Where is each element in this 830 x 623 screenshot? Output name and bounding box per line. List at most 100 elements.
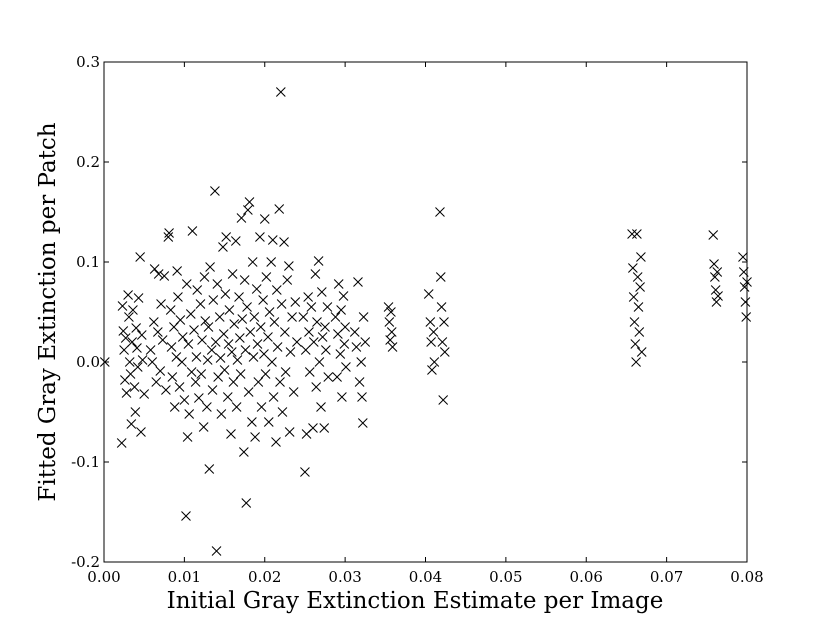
data-point <box>132 362 143 372</box>
data-point <box>280 367 291 377</box>
data-point <box>255 232 265 242</box>
data-point <box>189 325 199 335</box>
data-point <box>185 309 196 319</box>
data-point <box>423 289 434 299</box>
data-point <box>123 290 133 300</box>
x-tick-label: 0.05 <box>489 568 522 586</box>
data-point <box>232 355 243 365</box>
data-point <box>287 312 297 322</box>
data-point <box>317 332 328 342</box>
data-point <box>386 307 396 317</box>
data-point <box>304 327 314 337</box>
data-point <box>157 335 168 345</box>
data-point <box>191 352 202 362</box>
x-tick-label: 0.07 <box>650 568 683 586</box>
y-tick-label: 0.3 <box>76 53 100 71</box>
data-point <box>284 261 294 271</box>
data-point <box>386 327 397 337</box>
data-point <box>243 387 254 397</box>
data-point <box>709 259 719 269</box>
plot-frame <box>103 61 748 563</box>
data-point <box>161 385 171 395</box>
x-tick-label: 0.02 <box>248 568 281 586</box>
data-point <box>351 342 362 352</box>
data-point <box>247 257 258 267</box>
data-point <box>136 427 146 437</box>
data-point <box>276 299 287 309</box>
x-tick-label: 0.04 <box>409 568 442 586</box>
data-point <box>228 377 239 387</box>
data-point <box>290 297 301 307</box>
x-tick-label: 0.03 <box>328 568 361 586</box>
data-point <box>285 347 296 357</box>
data-point <box>132 343 142 353</box>
data-point <box>184 409 195 419</box>
data-point <box>252 339 263 349</box>
data-point <box>316 287 327 297</box>
data-point <box>156 299 166 309</box>
data-point <box>632 272 643 282</box>
data-point <box>384 317 395 327</box>
data-point <box>429 357 440 367</box>
data-point <box>261 272 272 282</box>
data-point <box>357 392 367 402</box>
data-point <box>337 392 347 402</box>
data-point <box>630 339 641 349</box>
data-point <box>304 367 315 377</box>
data-point <box>208 295 219 305</box>
data-point <box>206 345 217 355</box>
data-point <box>129 382 140 392</box>
data-point <box>258 295 268 305</box>
data-point <box>711 297 722 307</box>
plot-background <box>104 62 747 562</box>
data-point <box>330 312 341 322</box>
data-point <box>320 322 330 332</box>
data-point <box>245 327 256 337</box>
data-point <box>119 345 129 355</box>
data-point <box>210 186 220 196</box>
data-point <box>303 292 314 302</box>
data-point <box>236 213 247 223</box>
data-point <box>332 372 342 382</box>
data-point <box>340 322 350 332</box>
data-point <box>713 291 723 301</box>
data-point <box>310 269 321 279</box>
data-point <box>227 269 238 279</box>
data-point <box>182 432 193 442</box>
data-point <box>136 330 147 340</box>
data-point <box>712 267 723 277</box>
data-point <box>300 467 310 477</box>
axis-ticks: 0.00 0.01 0.02 0.03 0.04 0.05 0.06 0.07 0.08 -0.2… <box>71 53 764 586</box>
data-point <box>155 366 166 376</box>
data-point <box>247 417 257 427</box>
data-point <box>739 282 750 292</box>
data-point <box>172 266 182 276</box>
data-point <box>240 345 251 355</box>
data-point <box>354 377 365 387</box>
data-point <box>242 302 252 312</box>
data-point <box>163 232 174 242</box>
data-point <box>139 389 150 399</box>
data-point <box>183 339 194 349</box>
data-point <box>627 229 637 239</box>
data-point <box>192 285 203 295</box>
data-point <box>207 385 218 395</box>
data-point <box>218 329 229 339</box>
data-point <box>741 312 752 322</box>
data-point <box>241 498 252 508</box>
data-point <box>159 271 170 281</box>
data-point <box>237 314 248 324</box>
data-point <box>116 438 127 448</box>
data-point <box>439 317 449 327</box>
data-point <box>636 252 646 262</box>
data-point <box>425 317 436 327</box>
x-axis-label: Initial Gray Extinction Estimate per Ima… <box>167 588 664 614</box>
data-point <box>226 429 236 439</box>
data-point <box>316 402 326 412</box>
data-point <box>271 285 282 295</box>
data-point <box>231 402 242 412</box>
data-point <box>218 242 228 252</box>
data-point <box>635 282 645 292</box>
y-tick-label: 0.0 <box>76 353 100 371</box>
data-point <box>353 277 363 287</box>
